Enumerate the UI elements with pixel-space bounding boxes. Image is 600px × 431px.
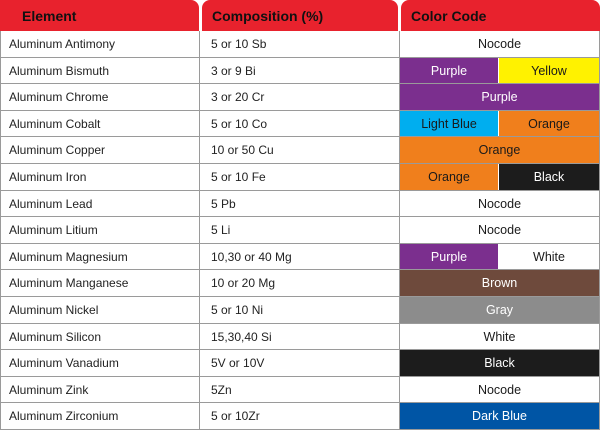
header-element-label: Element: [22, 8, 77, 24]
color-swatch: Orange: [499, 110, 599, 137]
header-composition-label: Composition (%): [212, 8, 324, 24]
color-swatch: Black: [499, 163, 599, 190]
color-code-cell: Light Blue Orange: [400, 110, 600, 138]
composition-cell: 5 Li: [200, 217, 400, 244]
composition-cell: 5 or 10 Co: [200, 110, 400, 138]
color-code-cell: Purple Yellow: [400, 57, 600, 85]
color-swatch: Yellow: [499, 57, 599, 84]
composition-cell: 10 or 20 Mg: [200, 270, 400, 297]
table-row: Aluminum Zink 5Zn Nocode: [0, 376, 600, 404]
table-row: Aluminum Bismuth 3 or 9 Bi Purple Yellow: [0, 57, 600, 85]
color-code-cell: White: [400, 323, 600, 351]
composition-cell: 5 Pb: [200, 190, 400, 218]
color-code-cell: Nocode: [400, 31, 600, 58]
composition-cell: 10,30 or 40 Mg: [200, 243, 400, 271]
element-cell: Aluminum Magnesium: [0, 243, 200, 271]
table-body: Aluminum Antimony 5 or 10 Sb Nocode Aluminu…: [0, 31, 600, 430]
color-swatch: Nocode: [400, 190, 599, 217]
color-code-cell: Dark Blue: [400, 403, 600, 430]
color-swatch: Dark Blue: [400, 403, 599, 429]
color-swatch: Nocode: [400, 217, 599, 243]
composition-cell: 5 or 10Zr: [200, 403, 400, 430]
color-code-cell: Nocode: [400, 217, 600, 244]
color-code-cell: Purple White: [400, 243, 600, 271]
header-element: Element: [0, 0, 199, 31]
color-swatch: White: [400, 323, 599, 350]
composition-cell: 15,30,40 Si: [200, 323, 400, 351]
element-cell: Aluminum Lead: [0, 190, 200, 218]
table-row: Aluminum Antimony 5 or 10 Sb Nocode: [0, 31, 600, 58]
color-swatch: Black: [400, 350, 599, 376]
composition-cell: 5 or 10 Sb: [200, 31, 400, 58]
color-swatch: Orange: [400, 163, 498, 190]
color-code-cell: Orange Black: [400, 163, 600, 191]
color-code-cell: Purple: [400, 84, 600, 111]
color-swatch: Nocode: [400, 31, 599, 57]
element-cell: Aluminum Nickel: [0, 296, 200, 324]
element-cell: Aluminum Copper: [0, 137, 200, 164]
color-code-cell: Brown: [400, 270, 600, 297]
composition-cell: 5 or 10 Fe: [200, 163, 400, 191]
color-swatch: Purple: [400, 57, 498, 84]
header-color-code-label: Color Code: [411, 8, 487, 24]
table-row: Aluminum Magnesium 10,30 or 40 Mg Purple Wh…: [0, 243, 600, 271]
color-code-cell: Gray: [400, 296, 600, 324]
composition-cell: 5Zn: [200, 376, 400, 404]
table-row: Aluminum Cobalt 5 or 10 Co Light Blue Orang…: [0, 110, 600, 138]
color-swatch: Light Blue: [400, 110, 498, 137]
header-composition: Composition (%): [202, 0, 398, 31]
table-row: Aluminum Manganese 10 or 20 Mg Brown: [0, 270, 600, 297]
color-swatch: Orange: [400, 137, 599, 163]
element-cell: Aluminum Litium: [0, 217, 200, 244]
table-row: Aluminum Zirconium 5 or 10Zr Dark Blue: [0, 403, 600, 430]
element-cell: Aluminum Iron: [0, 163, 200, 191]
element-cell: Aluminum Manganese: [0, 270, 200, 297]
element-cell: Aluminum Zirconium: [0, 403, 200, 430]
table-row: Aluminum Litium 5 Li Nocode: [0, 217, 600, 244]
table-row: Aluminum Lead 5 Pb Nocode: [0, 190, 600, 218]
table-row: Aluminum Silicon 15,30,40 Si White: [0, 323, 600, 351]
composition-cell: 5 or 10 Ni: [200, 296, 400, 324]
color-code-cell: Nocode: [400, 376, 600, 404]
element-cell: Aluminum Vanadium: [0, 350, 200, 377]
element-cell: Aluminum Chrome: [0, 84, 200, 111]
table-row: Aluminum Copper 10 or 50 Cu Orange: [0, 137, 600, 164]
element-cell: Aluminum Silicon: [0, 323, 200, 351]
composition-cell: 10 or 50 Cu: [200, 137, 400, 164]
composition-cell: 3 or 9 Bi: [200, 57, 400, 85]
color-code-cell: Orange: [400, 137, 600, 164]
element-cell: Aluminum Bismuth: [0, 57, 200, 85]
color-swatch: Brown: [400, 270, 599, 296]
element-cell: Aluminum Antimony: [0, 31, 200, 58]
composition-cell: 5V or 10V: [200, 350, 400, 377]
table-row: Aluminum Iron 5 or 10 Fe Orange Black: [0, 163, 600, 191]
color-code-cell: Black: [400, 350, 600, 377]
composition-cell: 3 or 20 Cr: [200, 84, 400, 111]
element-cell: Aluminum Cobalt: [0, 110, 200, 138]
color-swatch: Purple: [400, 84, 599, 110]
table-row: Aluminum Nickel 5 or 10 Ni Gray: [0, 296, 600, 324]
table-row: Aluminum Chrome 3 or 20 Cr Purple: [0, 84, 600, 111]
color-swatch: Gray: [400, 296, 599, 323]
color-code-cell: Nocode: [400, 190, 600, 218]
color-swatch: White: [499, 243, 599, 270]
color-swatch: Nocode: [400, 376, 599, 403]
table-row: Aluminum Vanadium 5V or 10V Black: [0, 350, 600, 377]
element-cell: Aluminum Zink: [0, 376, 200, 404]
header-color-code: Color Code: [401, 0, 600, 31]
color-swatch: Purple: [400, 243, 498, 270]
